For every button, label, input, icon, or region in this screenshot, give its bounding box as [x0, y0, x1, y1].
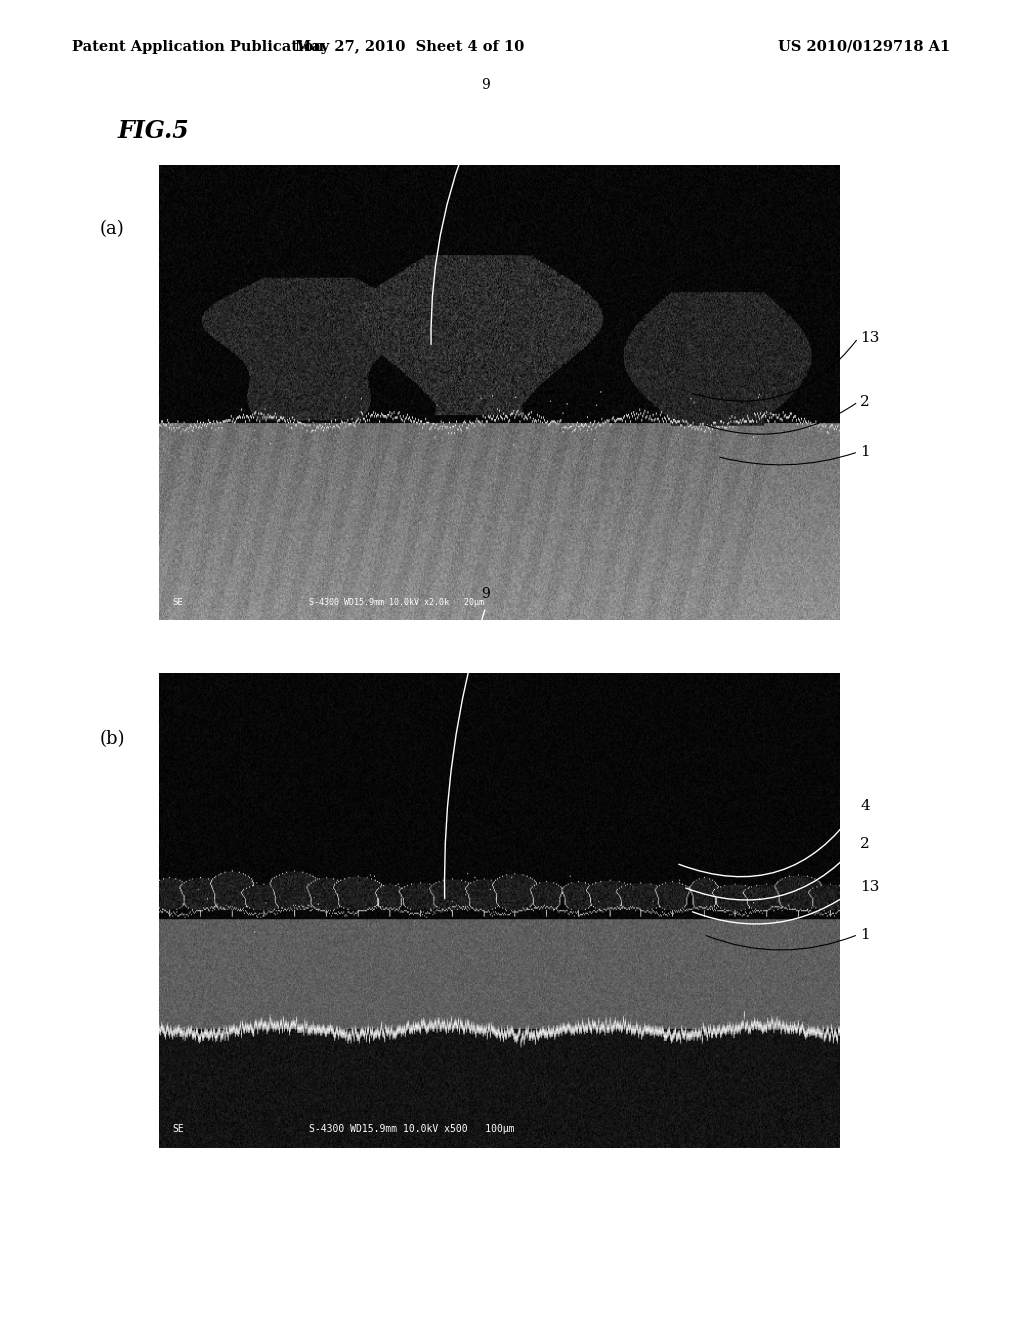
Text: 1: 1: [860, 445, 870, 459]
Text: 13: 13: [860, 331, 880, 345]
Text: (a): (a): [99, 219, 124, 238]
Text: 2: 2: [860, 395, 870, 409]
Text: 13: 13: [860, 880, 880, 894]
Text: 9: 9: [481, 586, 489, 601]
Text: US 2010/0129718 A1: US 2010/0129718 A1: [778, 40, 950, 54]
Text: Patent Application Publication: Patent Application Publication: [72, 40, 324, 54]
Text: 1: 1: [860, 928, 870, 941]
Text: FIG.5: FIG.5: [118, 119, 189, 143]
Text: (b): (b): [99, 730, 125, 748]
Text: 9: 9: [481, 78, 489, 92]
Text: 4: 4: [860, 799, 870, 813]
Text: SE: SE: [172, 1125, 184, 1134]
Text: S-4300 WD15.9mm 10.0kV x500   100μm: S-4300 WD15.9mm 10.0kV x500 100μm: [308, 1125, 514, 1134]
Text: SE: SE: [172, 598, 183, 607]
Text: S-4300 WD15.9mm 10.0kV x2.0k   20μm: S-4300 WD15.9mm 10.0kV x2.0k 20μm: [308, 598, 483, 607]
Text: May 27, 2010  Sheet 4 of 10: May 27, 2010 Sheet 4 of 10: [295, 40, 524, 54]
Text: 2: 2: [860, 837, 870, 851]
